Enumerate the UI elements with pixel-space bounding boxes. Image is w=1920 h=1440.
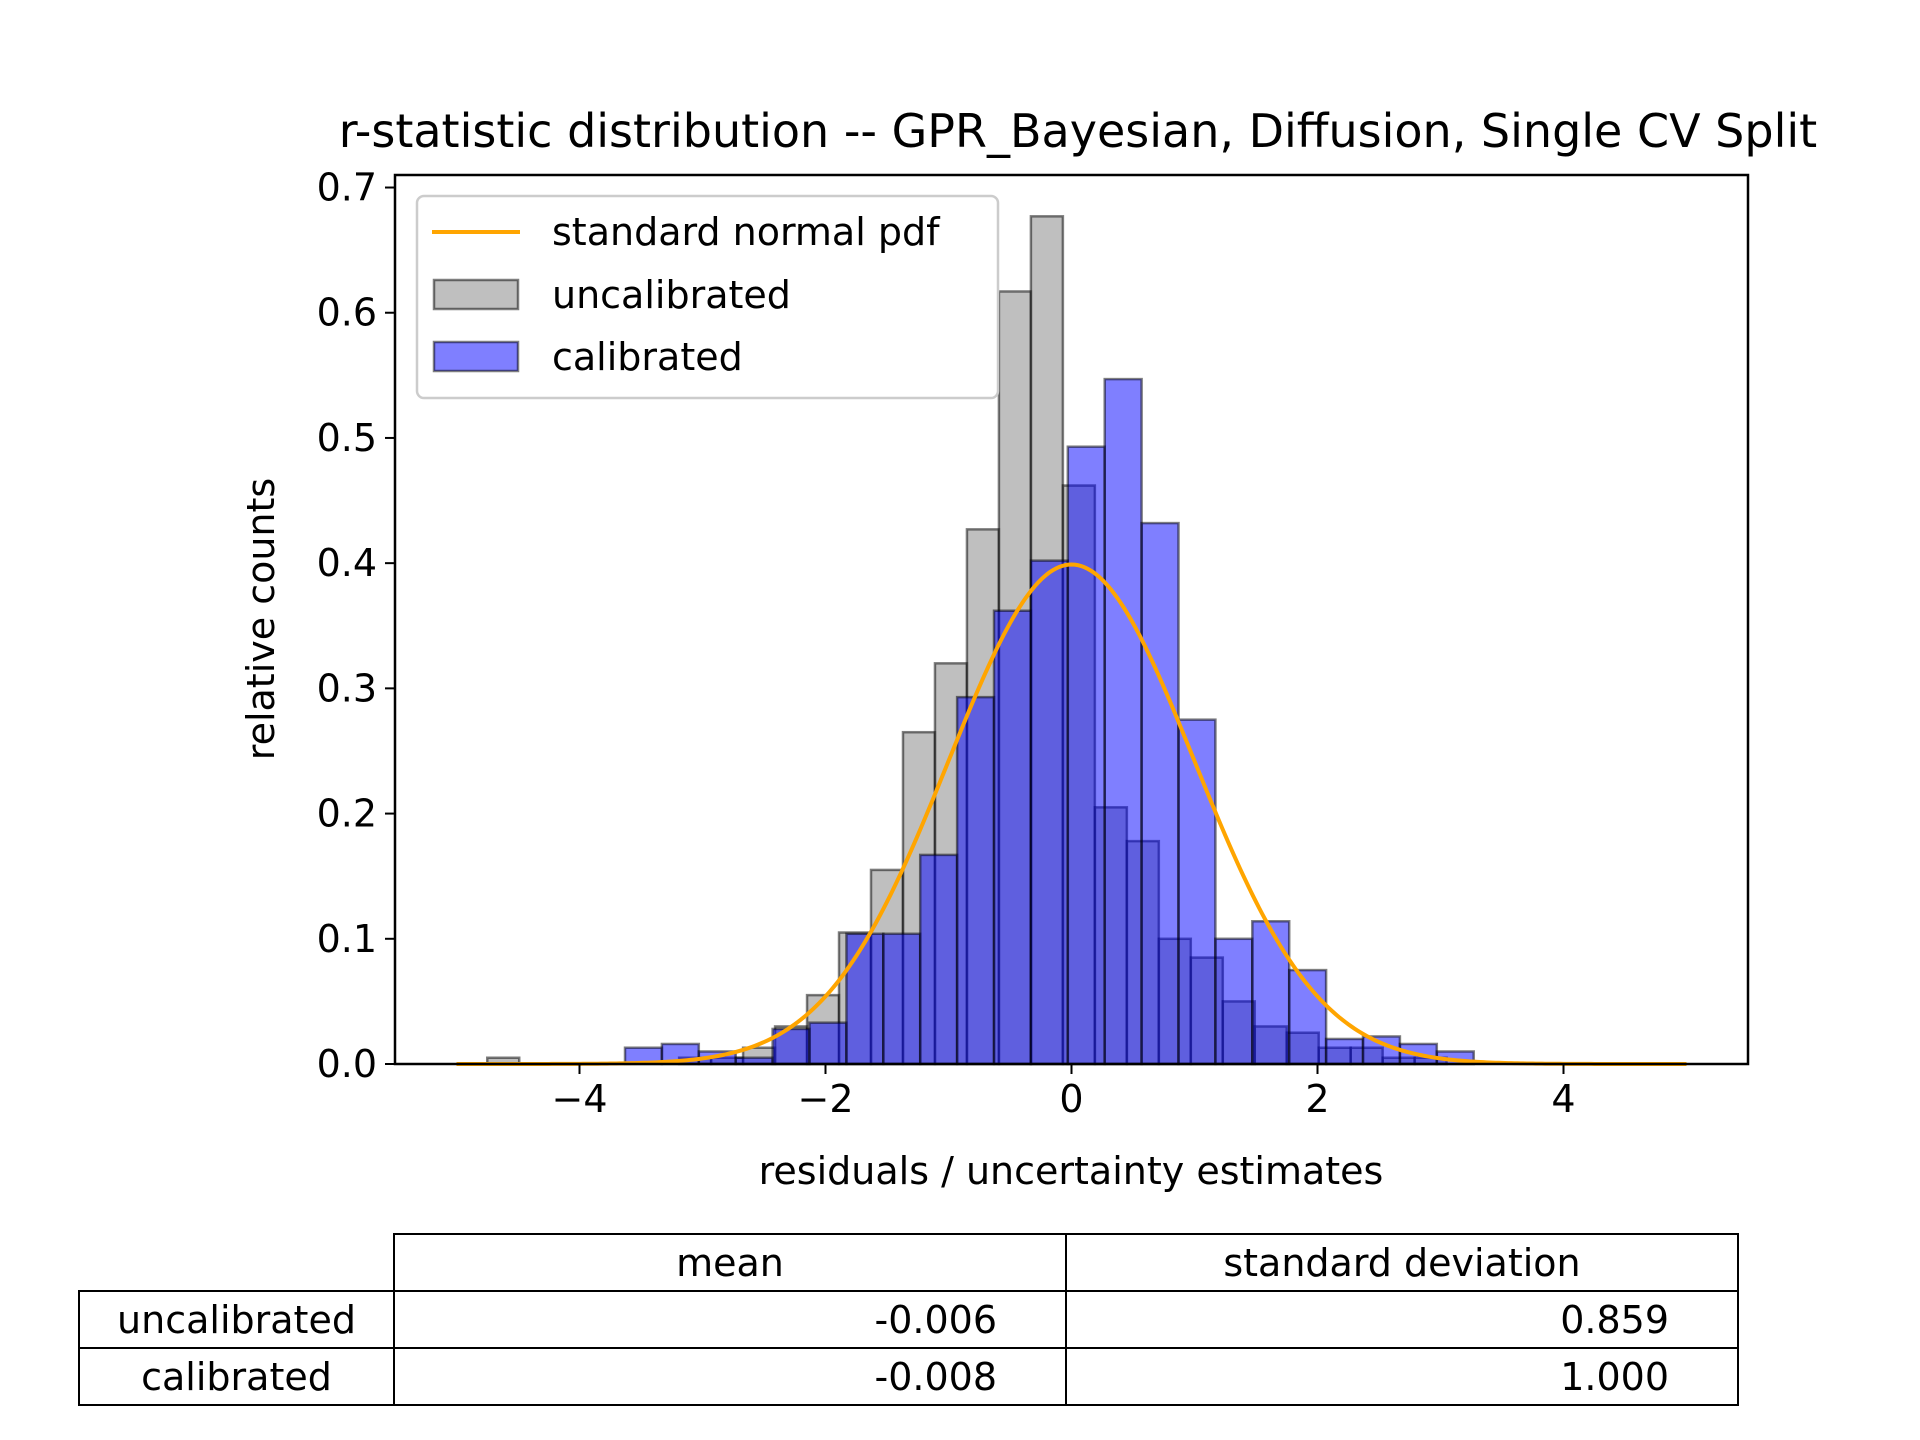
calibrated-bar: [1177, 718, 1217, 1066]
calibrated-bar: [845, 932, 885, 1066]
y-tick-label: 0.0: [317, 1042, 377, 1086]
standard-normal-pdf-line: [456, 562, 1687, 1066]
y-axis-ticks: 0.0 0.1 0.2 0.3 0.4 0.5 0.6 0.7: [317, 166, 395, 1086]
y-tick-label: 0.1: [317, 917, 377, 961]
legend-calibrated-swatch: [432, 340, 520, 373]
calibrated-bars: [623, 377, 1475, 1066]
y-axis-label: relative counts: [239, 478, 283, 760]
legend-pdf-label: standard normal pdf: [552, 210, 941, 254]
calibrated-bar: [992, 609, 1033, 1066]
x-tick-label: 2: [1305, 1077, 1329, 1121]
legend: standard normal pdf uncalibrated calibra…: [415, 194, 1000, 400]
calibrated-bar: [808, 1021, 848, 1066]
calibrated-bar: [1103, 377, 1143, 1066]
table-corner-cell: [79, 1234, 394, 1291]
chart-title: r-statistic distribution -- GPR_Bayesian…: [339, 104, 1817, 158]
calibrated-bar: [955, 695, 996, 1066]
legend-uncalibrated-swatch: [432, 278, 520, 311]
calibrated-bar: [1251, 920, 1291, 1066]
calibrated-bar: [1029, 559, 1070, 1066]
calibrated-bar: [1361, 1035, 1402, 1066]
table-row-label: uncalibrated: [78, 1290, 395, 1349]
y-tick-label: 0.5: [317, 416, 377, 460]
table-row: uncalibrated -0.006 0.859: [78, 1290, 1739, 1349]
x-axis-label: residuals / uncertainty estimates: [759, 1149, 1384, 1193]
histogram-chart: r-statistic distribution -- GPR_Bayesian…: [239, 104, 1817, 1193]
calibrated-bar: [1214, 937, 1254, 1066]
y-tick-label: 0.6: [317, 291, 377, 335]
calibrated-bar: [1066, 445, 1106, 1066]
table-cell-std: 0.859: [1065, 1290, 1739, 1349]
y-tick-label: 0.3: [317, 666, 377, 710]
table-header-std: standard deviation: [1065, 1233, 1739, 1292]
table-cell-mean: -0.006: [393, 1290, 1067, 1349]
y-tick-label: 0.4: [317, 541, 377, 585]
x-tick-label: 4: [1551, 1077, 1575, 1121]
statistics-table: mean standard deviation uncalibrated -0.…: [78, 1233, 1739, 1406]
y-tick-label: 0.2: [317, 792, 377, 836]
table-row-label: calibrated: [78, 1347, 395, 1406]
calibrated-bar: [1287, 968, 1328, 1066]
calibrated-bar: [918, 853, 959, 1066]
x-tick-label: −2: [797, 1077, 853, 1121]
x-tick-label: −4: [551, 1077, 607, 1121]
legend-calibrated-label: calibrated: [552, 335, 743, 379]
legend-box: [415, 194, 1000, 400]
table-cell-std: 1.000: [1065, 1347, 1739, 1406]
x-axis-ticks: −4 −2 0 2 4: [551, 1064, 1576, 1121]
y-tick-label: 0.7: [317, 166, 377, 210]
calibrated-bar: [1140, 521, 1180, 1066]
table-cell-mean: -0.008: [393, 1347, 1067, 1406]
table-header-row: mean standard deviation: [79, 1233, 1739, 1292]
calibrated-bar: [1324, 1037, 1365, 1066]
calibrated-bar: [882, 932, 922, 1066]
table-header-mean: mean: [393, 1233, 1067, 1292]
table-row: calibrated -0.008 1.000: [78, 1347, 1739, 1406]
x-tick-label: 0: [1059, 1077, 1083, 1121]
legend-uncalibrated-label: uncalibrated: [552, 273, 791, 317]
